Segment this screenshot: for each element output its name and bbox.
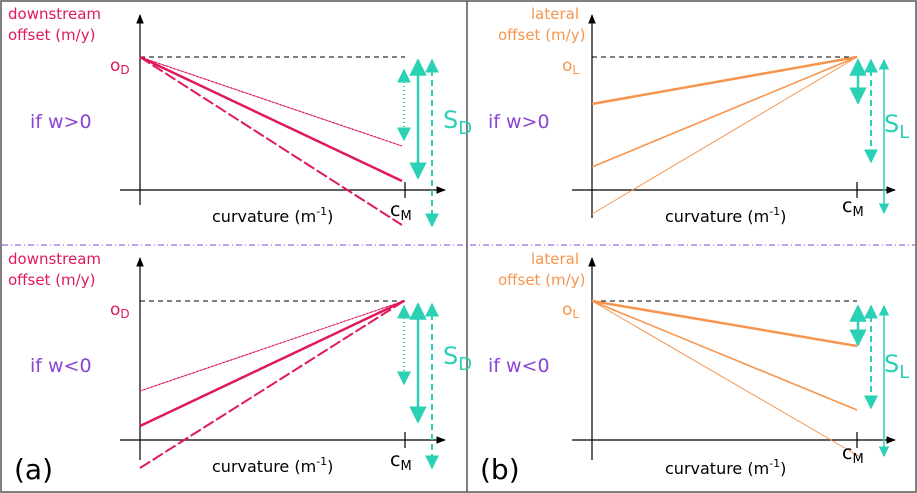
y-label-line2: offset (m/y) bbox=[498, 26, 585, 44]
line-dotted-base bbox=[139, 300, 405, 392]
x-axis-label: curvature (m-1) bbox=[212, 455, 333, 476]
y-label-line2: offset (m/y) bbox=[8, 26, 95, 44]
line-dashed bbox=[139, 300, 405, 469]
y-label-line1: downstream bbox=[8, 5, 101, 23]
s-label: SL bbox=[884, 350, 909, 383]
s-label: SD bbox=[443, 106, 472, 139]
y-label-line1: downstream bbox=[8, 250, 101, 268]
line-thin bbox=[591, 300, 863, 459]
line-thick bbox=[591, 299, 858, 348]
panel-b-bottom: lateral offset (m/y) oL if w<0 SL curvat… bbox=[480, 250, 909, 486]
panel-b-top: lateral offset (m/y) oL if w>0 SL curvat… bbox=[488, 5, 909, 226]
line-dotted-base bbox=[139, 56, 403, 147]
line-thin bbox=[591, 56, 858, 215]
cm-label: cM bbox=[390, 449, 412, 474]
condition-label: if w>0 bbox=[30, 111, 92, 133]
s-label: SL bbox=[884, 110, 909, 143]
line-solid bbox=[139, 299, 405, 428]
x-axis-label: curvature (m-1) bbox=[212, 205, 333, 226]
panel-label-b: (b) bbox=[480, 453, 520, 486]
offset-label: oD bbox=[110, 56, 130, 77]
offset-label: oD bbox=[110, 300, 130, 321]
offset-label: oL bbox=[562, 300, 579, 321]
line-medium bbox=[591, 56, 858, 168]
y-label-line2: offset (m/y) bbox=[498, 271, 585, 289]
cm-label: cM bbox=[390, 199, 412, 224]
y-label-line1: lateral bbox=[531, 5, 579, 23]
line-thick bbox=[591, 55, 858, 106]
cm-label: cM bbox=[842, 195, 864, 220]
line-medium bbox=[591, 300, 858, 411]
line-solid bbox=[139, 55, 403, 183]
s-label: SD bbox=[443, 342, 472, 375]
x-axis-label: curvature (m-1) bbox=[665, 205, 786, 226]
panel-a-top: downstream offset (m/y) oD if w>0 SD cur… bbox=[8, 5, 472, 228]
panel-label-a: (a) bbox=[14, 453, 53, 486]
x-axis-label: curvature (m-1) bbox=[665, 457, 786, 478]
condition-label: if w<0 bbox=[30, 355, 92, 377]
panel-a-bottom: downstream offset (m/y) oD if w<0 SD cur… bbox=[8, 250, 472, 486]
line-dashed bbox=[139, 56, 403, 226]
offset-label: oL bbox=[562, 56, 579, 77]
condition-label: if w>0 bbox=[488, 111, 550, 133]
y-label-line2: offset (m/y) bbox=[8, 271, 95, 289]
condition-label: if w<0 bbox=[488, 355, 550, 377]
cm-label: cM bbox=[842, 442, 864, 467]
y-label-line1: lateral bbox=[531, 250, 579, 268]
